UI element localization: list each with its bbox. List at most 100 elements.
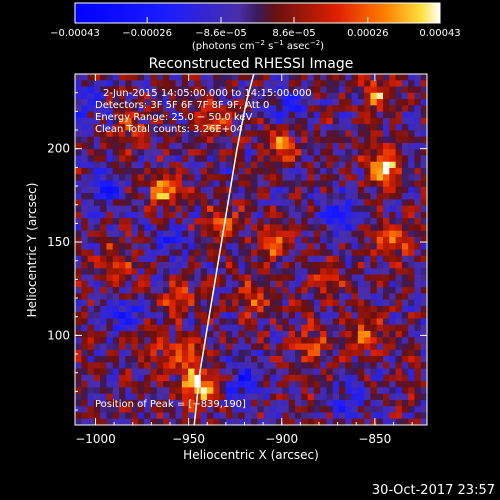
heatmap-cell: [244, 268, 252, 275]
heatmap-cell: [169, 211, 176, 219]
heatmap-cell: [339, 305, 346, 313]
heatmap-cell: [395, 356, 403, 363]
heatmap-cell: [163, 381, 170, 388]
heatmap-cell: [414, 124, 422, 131]
heatmap-cell: [257, 211, 264, 219]
heatmap-cell: [125, 312, 132, 319]
heatmap-cell: [257, 262, 264, 269]
heatmap-cell: [295, 349, 302, 357]
heatmap-cell: [106, 330, 114, 338]
heatmap-cell: [351, 305, 359, 313]
heatmap-cell: [225, 161, 233, 169]
heatmap-cell: [307, 205, 315, 213]
heatmap-cell: [357, 412, 365, 420]
heatmap-cell: [408, 218, 415, 225]
heatmap-cell: [225, 168, 233, 175]
heatmap-cell: [420, 99, 427, 106]
heatmap-cell: [93, 337, 101, 344]
heatmap-cell: [257, 86, 264, 94]
heatmap-cell: [326, 249, 334, 257]
heatmap-cell: [376, 262, 384, 269]
heatmap-cell: [106, 262, 114, 269]
heatmap-cell: [269, 368, 277, 376]
heatmap-cell: [163, 142, 170, 150]
heatmap-cell: [156, 174, 164, 181]
heatmap-cell: [87, 168, 95, 175]
heatmap-cell: [150, 393, 158, 401]
heatmap-cell: [200, 293, 208, 301]
heatmap-cell: [269, 393, 277, 401]
heatmap-cell: [307, 299, 315, 307]
heatmap-cell: [144, 393, 151, 401]
heatmap-cell: [307, 124, 315, 131]
heatmap-cell: [376, 381, 384, 388]
heatmap-cell: [269, 243, 277, 250]
heatmap-cell: [238, 249, 246, 257]
heatmap-cell: [313, 80, 321, 87]
heatmap-cell: [194, 280, 202, 288]
x-tick-label: −1000: [75, 432, 116, 446]
heatmap-cell: [357, 406, 365, 413]
heatmap-cell: [219, 280, 227, 288]
heatmap-cell: [207, 312, 214, 319]
heatmap-cell: [339, 111, 346, 119]
heatmap-cell: [288, 236, 296, 244]
heatmap-cell: [181, 111, 189, 119]
heatmap-cell: [156, 324, 164, 332]
heatmap-cell: [276, 74, 283, 81]
heatmap-cell: [207, 211, 214, 219]
heatmap-cell: [175, 318, 183, 326]
heatmap-cell: [81, 142, 88, 150]
heatmap-cell: [181, 218, 189, 225]
heatmap-cell: [339, 168, 346, 175]
heatmap-cell: [137, 92, 145, 100]
heatmap-cell: [75, 268, 82, 275]
heatmap-cell: [420, 174, 427, 181]
heatmap-cell: [376, 124, 384, 131]
heatmap-cell: [119, 105, 126, 113]
heatmap-cell: [106, 337, 114, 344]
heatmap-cell: [414, 117, 422, 125]
heatmap-cell: [301, 406, 308, 413]
heatmap-cell: [420, 287, 427, 294]
heatmap-cell: [257, 186, 264, 194]
heatmap-cell: [188, 224, 195, 232]
heatmap-cell: [207, 280, 214, 288]
heatmap-cell: [295, 205, 302, 213]
heatmap-cell: [150, 80, 158, 87]
heatmap-cell: [364, 111, 371, 119]
heatmap-cell: [276, 243, 283, 250]
heatmap-cell: [163, 111, 170, 119]
heatmap-cell: [339, 324, 346, 332]
heatmap-cell: [93, 399, 101, 407]
heatmap-cell: [144, 168, 151, 175]
heatmap-cell: [269, 149, 277, 156]
heatmap-cell: [213, 130, 220, 138]
heatmap-cell: [389, 142, 396, 150]
heatmap-cell: [251, 211, 258, 219]
heatmap-cell: [295, 287, 302, 294]
heatmap-cell: [181, 249, 189, 257]
heatmap-cell: [81, 356, 88, 363]
heatmap-cell: [100, 356, 107, 363]
heatmap-cell: [269, 362, 277, 369]
heatmap-cell: [106, 299, 114, 307]
heatmap-cell: [251, 280, 258, 288]
heatmap-cell: [81, 130, 88, 138]
heatmap-cell: [345, 136, 352, 144]
heatmap-cell: [194, 374, 202, 382]
heatmap-cell: [188, 287, 195, 294]
heatmap-cell: [364, 174, 371, 181]
heatmap-cell: [295, 387, 302, 395]
heatmap-cell: [169, 274, 176, 282]
heatmap-cell: [326, 86, 334, 94]
heatmap-cell: [251, 74, 258, 81]
heatmap-cell: [163, 236, 170, 244]
heatmap-cell: [414, 324, 422, 332]
heatmap-cell: [339, 149, 346, 156]
heatmap-cell: [326, 199, 334, 207]
heatmap-cell: [238, 280, 246, 288]
heatmap-cell: [383, 168, 390, 175]
heatmap-cell: [150, 287, 158, 294]
heatmap-cell: [301, 193, 308, 200]
